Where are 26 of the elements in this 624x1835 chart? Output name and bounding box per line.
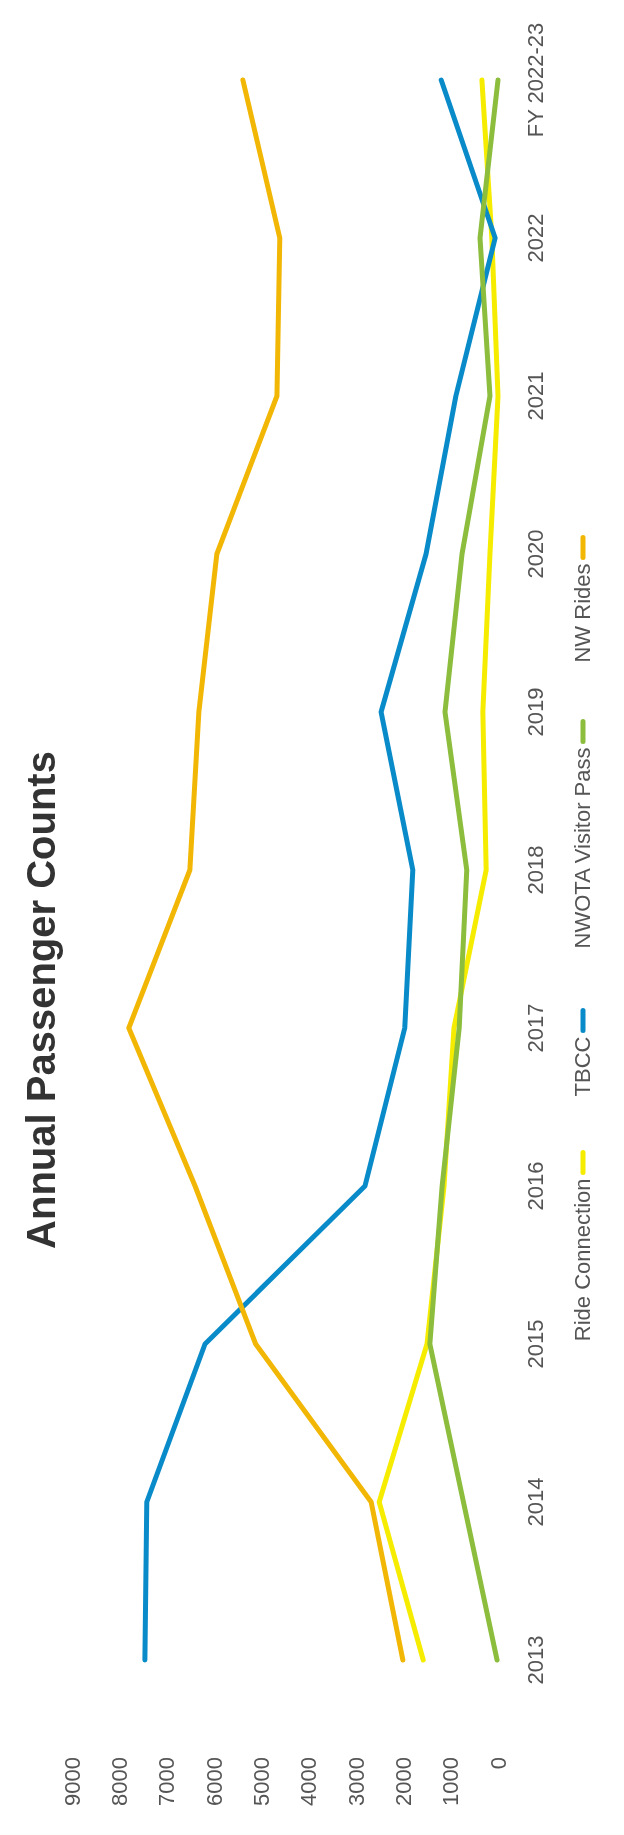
y-tick-label: 2018 [523,845,548,895]
x-tick-label: 8000 [107,1757,133,1806]
legend-label: NWOTA Visitor Pass [570,747,595,949]
y-tick-label: 2015 [523,1319,548,1369]
legend-label: NW Rides [570,563,595,663]
y-tick-label: 2013 [523,1635,548,1685]
y-tick-label: 2019 [523,687,548,737]
x-tick-label: 6000 [201,1757,227,1806]
legend-label: Ride Connection [570,1178,595,1342]
x-tick-label: 5000 [249,1757,275,1806]
y-tick-label: 2017 [523,1003,548,1053]
y-tick-label: FY 2022-23 [523,22,548,138]
x-tick-label: 4000 [296,1757,322,1806]
x-tick-label: 9000 [59,1757,85,1806]
y-tick-label: 2022 [523,213,548,263]
legend-label: TBCC [570,1036,595,1097]
x-tick-label: 2000 [391,1757,417,1806]
x-tick-label: 7000 [154,1757,180,1806]
y-tick-label: 2021 [523,371,548,421]
x-tick-label: 3000 [343,1757,369,1806]
x-tick-label: 0 [485,1757,511,1770]
y-tick-label: 2016 [523,1161,548,1211]
text: Annual Passenger Counts [19,751,63,1249]
y-tick-label: 2014 [523,1477,548,1527]
x-tick-label: 1000 [438,1757,464,1806]
y-tick-label: 2020 [523,529,548,579]
